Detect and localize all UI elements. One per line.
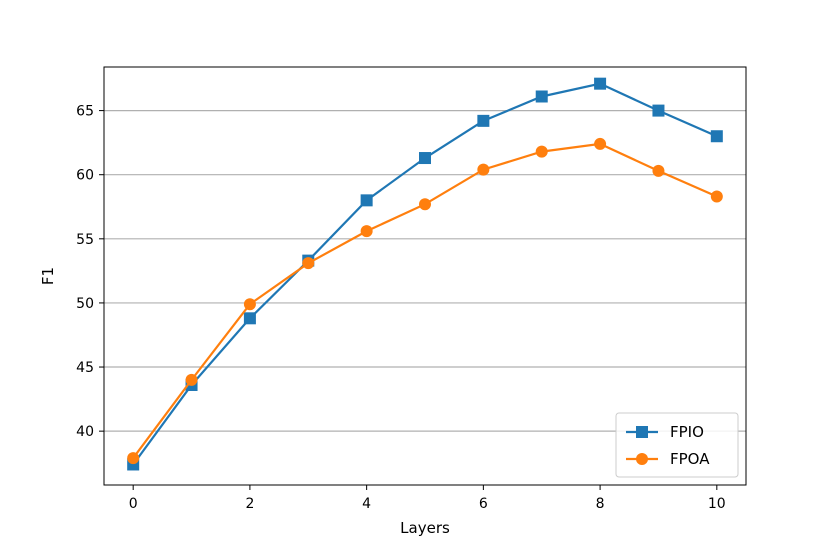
y-tick-label: 40 — [76, 424, 94, 440]
y-tick-label: 65 — [76, 104, 94, 120]
y-axis-label: F1 — [39, 267, 57, 285]
series-line-fpio — [132, 82, 718, 466]
legend-marker-fpoa — [636, 453, 648, 465]
x-axis-label: Layers — [400, 519, 450, 537]
data-point-fpoa — [419, 198, 431, 211]
series-fpio — [127, 77, 723, 471]
data-point-fpoa — [127, 452, 140, 465]
y-tick-label: 45 — [76, 360, 94, 376]
plot-frame — [103, 66, 747, 486]
data-point-fpoa — [652, 164, 665, 177]
y-tick-label: 60 — [76, 168, 94, 184]
x-tick-label: 4 — [362, 496, 371, 512]
y-tick-label: 50 — [76, 296, 94, 312]
data-point-fpoa — [594, 137, 607, 150]
data-point-fpio — [360, 194, 373, 207]
data-point-fpio — [477, 114, 490, 127]
x-tick-label: 6 — [479, 496, 488, 512]
series-line-fpoa — [132, 142, 718, 459]
x-tick-label: 2 — [245, 496, 254, 512]
data-point-fpio — [652, 104, 665, 117]
data-point-fpoa — [185, 373, 198, 386]
data-point-fpoa — [535, 145, 548, 158]
series-fpoa — [127, 137, 723, 465]
data-point-fpoa — [302, 257, 315, 270]
data-point-fpoa — [360, 225, 373, 238]
data-point-fpio — [243, 312, 256, 325]
data-point-fpio — [419, 152, 431, 165]
axis-ticks: 40 45 50 55 60 65 0 2 4 6 8 10 — [76, 104, 726, 512]
x-tick-label: 0 — [129, 496, 138, 512]
data-point-fpio — [594, 77, 607, 90]
legend-label-fpio: FPIO — [670, 423, 704, 441]
x-tick-label: 10 — [708, 496, 726, 512]
series-layer — [127, 77, 723, 471]
data-point-fpio — [535, 90, 548, 103]
legend: FPIO FPOA — [615, 412, 739, 478]
data-point-fpoa — [710, 190, 723, 203]
data-point-fpoa — [243, 298, 256, 311]
data-point-fpoa — [477, 163, 490, 176]
y-tick-label: 55 — [76, 232, 94, 248]
data-point-fpio — [710, 130, 723, 143]
legend-label-fpoa: FPOA — [670, 450, 710, 468]
legend-marker-fpio — [636, 426, 648, 438]
x-tick-label: 8 — [596, 496, 605, 512]
